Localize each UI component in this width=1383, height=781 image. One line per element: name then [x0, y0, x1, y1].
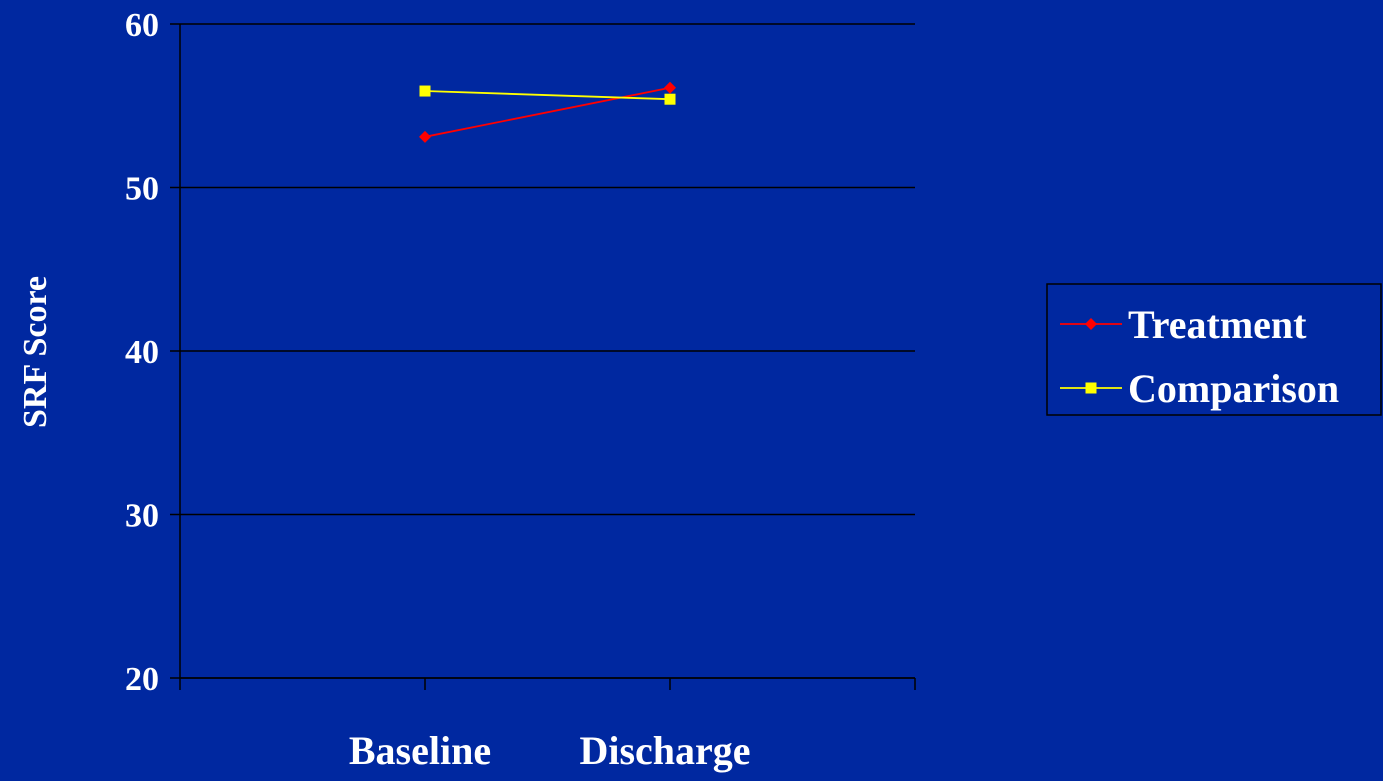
data-point-square [665, 94, 676, 105]
x-tick-label: Discharge [579, 728, 750, 773]
data-point-diamond [664, 82, 676, 94]
y-tick-label: 30 [125, 498, 159, 535]
legend: Treatment Comparison [1047, 284, 1381, 415]
gridlines [180, 24, 915, 678]
data-point-square [420, 86, 431, 97]
legend-marker [1085, 318, 1097, 330]
y-tick-label: 40 [125, 334, 159, 371]
y-tick-label: 50 [125, 171, 159, 208]
series-layer [419, 82, 676, 143]
y-tick-label: 20 [125, 661, 159, 698]
legend-label: Treatment [1128, 302, 1307, 347]
legend-label: Comparison [1128, 366, 1339, 411]
y-tick-label: 60 [125, 7, 159, 44]
axis-labels: SRF Score 20 30 40 50 60 Baseline Discharge [17, 7, 751, 773]
legend-marker [1086, 383, 1097, 394]
y-axis-title: SRF Score [17, 276, 54, 428]
data-point-diamond [419, 131, 431, 143]
x-tick-label: Baseline [349, 728, 491, 773]
axes [170, 24, 915, 690]
